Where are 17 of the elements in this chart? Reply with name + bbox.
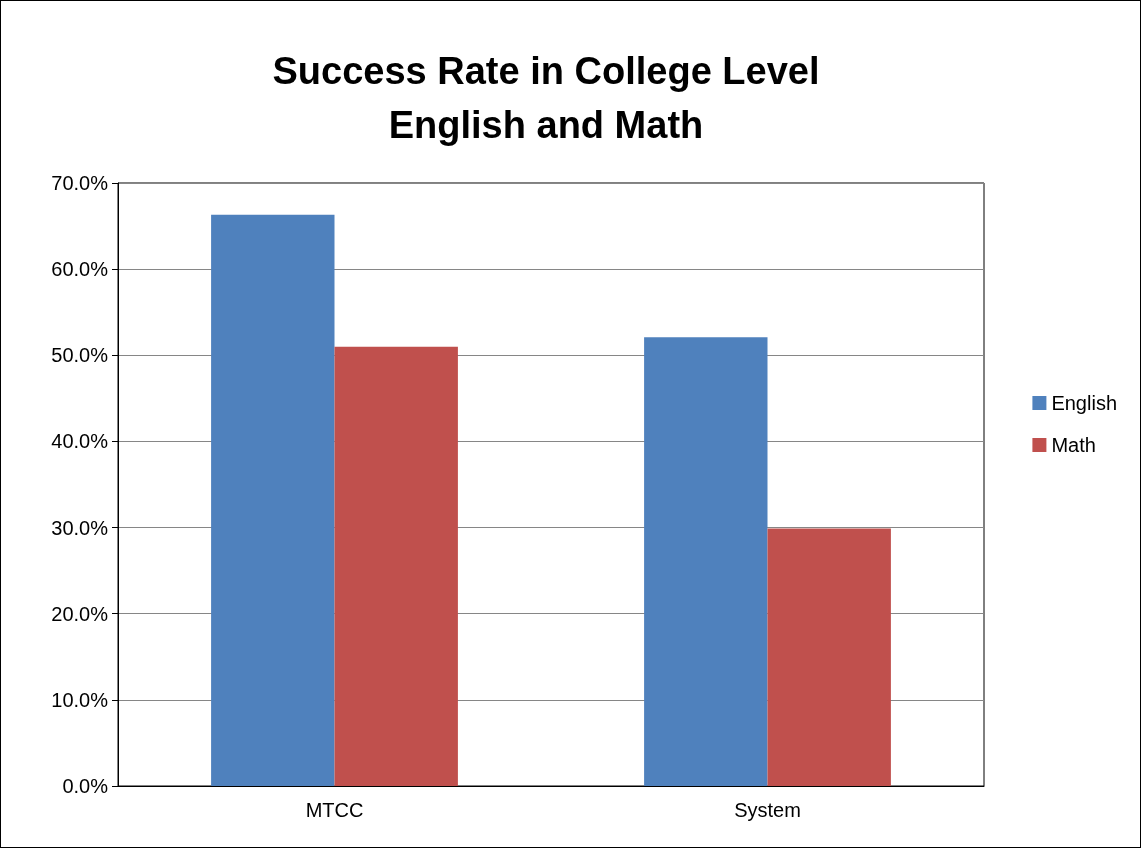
x-tick-label: System	[734, 799, 801, 821]
bar	[334, 346, 458, 786]
bar	[767, 528, 891, 786]
y-tick-label: 0.0%	[62, 775, 109, 797]
y-tick-label: 30.0%	[51, 516, 109, 539]
y-tick-label: 60.0%	[51, 258, 109, 281]
y-tick-label: 70.0%	[51, 172, 109, 194]
x-tick-label: MTCC	[305, 799, 364, 821]
y-tick-label: 40.0%	[51, 430, 109, 453]
bar	[211, 214, 335, 786]
legend-label: Math	[1051, 434, 1096, 456]
y-tick-label: 10.0%	[51, 688, 109, 711]
bar	[644, 337, 768, 786]
legend-label: English	[1051, 392, 1118, 414]
chart-title: Success Rate in College Level English and Math	[272, 50, 820, 146]
y-tick-label: 50.0%	[51, 344, 109, 367]
y-tick-label: 20.0%	[51, 602, 109, 625]
